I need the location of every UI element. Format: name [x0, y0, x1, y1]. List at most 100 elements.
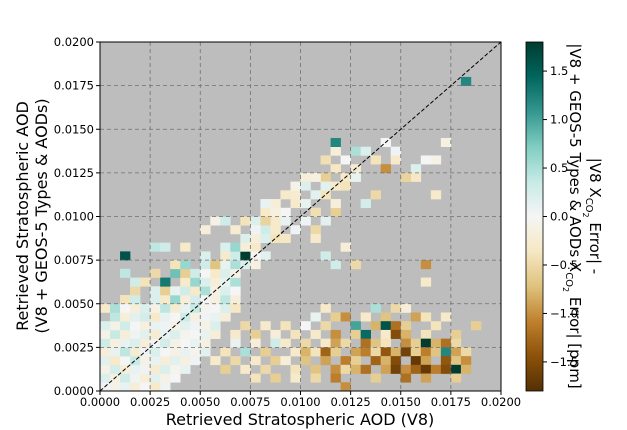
- heatmap-cell: [410, 347, 422, 357]
- heatmap-cell: [100, 329, 111, 339]
- heatmap-cell: [220, 260, 231, 270]
- heatmap-cell: [400, 338, 412, 348]
- heatmap-cell: [420, 356, 432, 366]
- heatmap-cell: [350, 260, 361, 270]
- heatmap-cell: [320, 251, 331, 261]
- heatmap-cell: [140, 364, 151, 374]
- heatmap-cell: [200, 321, 211, 331]
- heatmap-cell: [250, 356, 261, 366]
- heatmap-cell: [230, 277, 241, 287]
- colorbar-label-line2: |V8 + GEOS-5 Types & AODs XCO2 Error| [p…: [561, 43, 584, 388]
- heatmap-cell: [430, 190, 442, 200]
- heatmap-cell: [110, 347, 121, 357]
- heatmap-cell: [120, 329, 131, 339]
- heatmap-cell: [170, 347, 181, 357]
- colorbar-tick-label: −1.0: [550, 306, 578, 320]
- heatmap-cell: [220, 347, 231, 357]
- heatmap-cell: [140, 382, 151, 391]
- heatmap-cell: [180, 268, 191, 278]
- heatmap-cell: [460, 76, 472, 86]
- heatmap-cell: [210, 216, 221, 226]
- heatmap-cell: [420, 155, 432, 165]
- heatmap-cell: [350, 146, 361, 156]
- heatmap-cell: [100, 364, 111, 374]
- heatmap-cell: [150, 295, 161, 305]
- heatmap-cell: [270, 338, 281, 348]
- heatmap-cell: [310, 190, 321, 200]
- heatmap-cell: [130, 329, 141, 339]
- heatmap-cell: [350, 347, 361, 357]
- heatmap-cell: [250, 373, 261, 383]
- heatmap-cell: [160, 382, 171, 391]
- heatmap-cell: [380, 356, 392, 366]
- heatmap-cell: [210, 295, 221, 305]
- heatmap-cell: [370, 321, 381, 331]
- heatmap-cell: [130, 364, 141, 374]
- heatmap-cell: [110, 356, 121, 366]
- heatmap-cell: [260, 199, 271, 209]
- heatmap-cell: [330, 137, 341, 147]
- heatmap-cell: [360, 338, 371, 348]
- heatmap-cell: [130, 286, 141, 296]
- heatmap-cell: [210, 356, 221, 366]
- heatmap-cell: [180, 312, 191, 322]
- heatmap-cell: [310, 312, 321, 322]
- heatmap-cell: [440, 312, 452, 322]
- heatmap-cell: [100, 321, 111, 331]
- heatmap-cell: [400, 172, 412, 182]
- heatmap-cell: [140, 312, 151, 322]
- x-tick-label: 0.0175: [431, 395, 471, 409]
- colorbar-tick-label: −1.5: [550, 355, 578, 369]
- heatmap-cell: [240, 216, 251, 226]
- heatmap-cell: [230, 329, 241, 339]
- heatmap-cell: [270, 225, 281, 235]
- heatmap-cell: [150, 382, 161, 391]
- heatmap-cell: [460, 364, 472, 374]
- heatmap-cell: [200, 338, 211, 348]
- heatmap-cell: [450, 356, 462, 366]
- heatmap-cell: [150, 356, 161, 366]
- heatmap-cell: [120, 373, 131, 383]
- heatmap-cell: [250, 225, 261, 235]
- heatmap-cell: [130, 321, 141, 331]
- heatmap-cell: [370, 347, 381, 357]
- heatmap-cell: [230, 242, 241, 252]
- heatmap-cell: [290, 347, 301, 357]
- heatmap-cell: [210, 260, 221, 270]
- heatmap-cell: [420, 329, 432, 339]
- heatmap-cell: [410, 356, 422, 366]
- heatmap-cell: [240, 364, 251, 374]
- heatmap-cell: [450, 373, 462, 383]
- heatmap-cell: [440, 338, 452, 348]
- heatmap-cell: [290, 199, 301, 209]
- heatmap-cell: [120, 347, 131, 357]
- heatmap-cell: [400, 347, 412, 357]
- heatmap-cell: [230, 268, 241, 278]
- heatmap-cell: [410, 364, 422, 374]
- heatmap-cell: [330, 164, 341, 174]
- heatmap-cell: [340, 312, 351, 322]
- heatmap-cell: [170, 338, 181, 348]
- heatmap-cell: [300, 181, 311, 191]
- heatmap-cell: [390, 347, 402, 357]
- x-tick-label: 0.0100: [280, 395, 320, 409]
- heatmap-cell: [340, 181, 351, 191]
- heatmap-cell: [420, 277, 432, 287]
- heatmap-cell: [430, 364, 442, 374]
- heatmap-cell: [420, 364, 432, 374]
- heatmap-cell: [390, 146, 402, 156]
- heatmap-cell: [290, 373, 301, 383]
- heatmap-cell: [260, 216, 271, 226]
- heatmap-cell: [420, 338, 432, 348]
- heatmap-cell: [420, 260, 432, 270]
- colorbar-tick-label: 1.5: [550, 64, 568, 78]
- heatmap-cell: [290, 181, 301, 191]
- heatmap-cell: [350, 321, 361, 331]
- heatmap-cell: [270, 207, 281, 217]
- heatmap-cell: [180, 260, 191, 270]
- heatmap-cell: [120, 312, 131, 322]
- heatmap-cell: [100, 347, 111, 357]
- heatmap-cell: [180, 347, 191, 357]
- heatmap-cell: [330, 146, 341, 156]
- heatmap-cell: [350, 356, 361, 366]
